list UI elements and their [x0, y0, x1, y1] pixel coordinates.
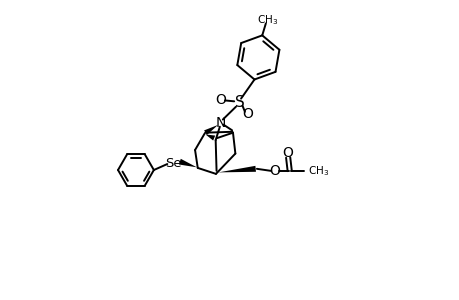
- Text: CH$_3$: CH$_3$: [307, 164, 328, 178]
- Text: O: O: [281, 146, 292, 160]
- Polygon shape: [218, 166, 255, 172]
- Text: CH$_3$: CH$_3$: [257, 13, 278, 27]
- Text: O: O: [241, 107, 252, 121]
- Text: N: N: [215, 116, 225, 130]
- Text: O: O: [214, 93, 225, 107]
- Polygon shape: [204, 125, 218, 135]
- Text: Se: Se: [165, 157, 181, 170]
- Polygon shape: [179, 159, 196, 167]
- Text: O: O: [269, 164, 280, 178]
- Text: S: S: [234, 95, 244, 110]
- Polygon shape: [205, 134, 215, 140]
